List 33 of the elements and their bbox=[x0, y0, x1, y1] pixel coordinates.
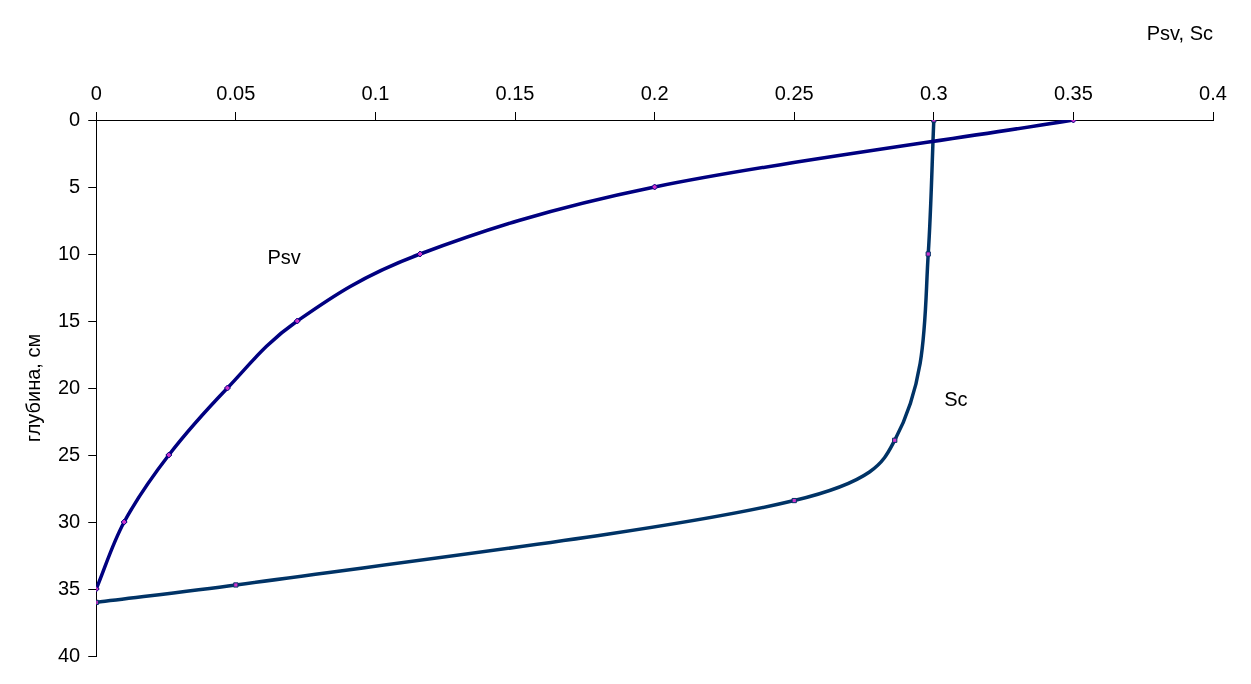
x-tick-label: 0.4 bbox=[1199, 81, 1227, 104]
x-axis-title: Psv, Sc bbox=[1146, 21, 1213, 44]
x-tick-label: 0.15 bbox=[495, 81, 535, 104]
x-tick-label: 0.25 bbox=[774, 81, 814, 104]
y-tick-label: 5 bbox=[69, 174, 81, 197]
x-tick-label: 0.3 bbox=[919, 81, 948, 104]
y-tick-label: 15 bbox=[58, 308, 81, 331]
point bbox=[223, 384, 231, 392]
y-tick-label: 40 bbox=[58, 643, 81, 666]
y-tick-label: 0 bbox=[69, 107, 81, 130]
x-tick-label: 0.2 bbox=[640, 81, 669, 104]
y-tick-label: 25 bbox=[58, 442, 81, 465]
text: Psv bbox=[267, 245, 301, 268]
y-tick-label: 35 bbox=[58, 576, 81, 599]
x-tick-label: 0.05 bbox=[216, 81, 256, 104]
point bbox=[293, 317, 301, 325]
point bbox=[925, 251, 931, 257]
point bbox=[791, 497, 797, 504]
point bbox=[233, 582, 239, 588]
y-tick-label: 10 bbox=[58, 241, 81, 264]
line-series bbox=[96, 120, 937, 606]
point bbox=[651, 183, 659, 191]
series-label: Sc bbox=[944, 388, 968, 411]
point bbox=[120, 518, 128, 526]
y-axis-title: глубина, см bbox=[21, 333, 44, 443]
point bbox=[416, 250, 424, 258]
x-tick-label: 0.35 bbox=[1053, 81, 1093, 104]
point bbox=[892, 437, 898, 443]
y-tick-label: 30 bbox=[58, 509, 81, 532]
x-tick-label: 0 bbox=[90, 81, 102, 104]
y-tick-label: 20 bbox=[58, 375, 81, 398]
point bbox=[165, 451, 173, 459]
x-tick-label: 0.1 bbox=[361, 81, 390, 104]
